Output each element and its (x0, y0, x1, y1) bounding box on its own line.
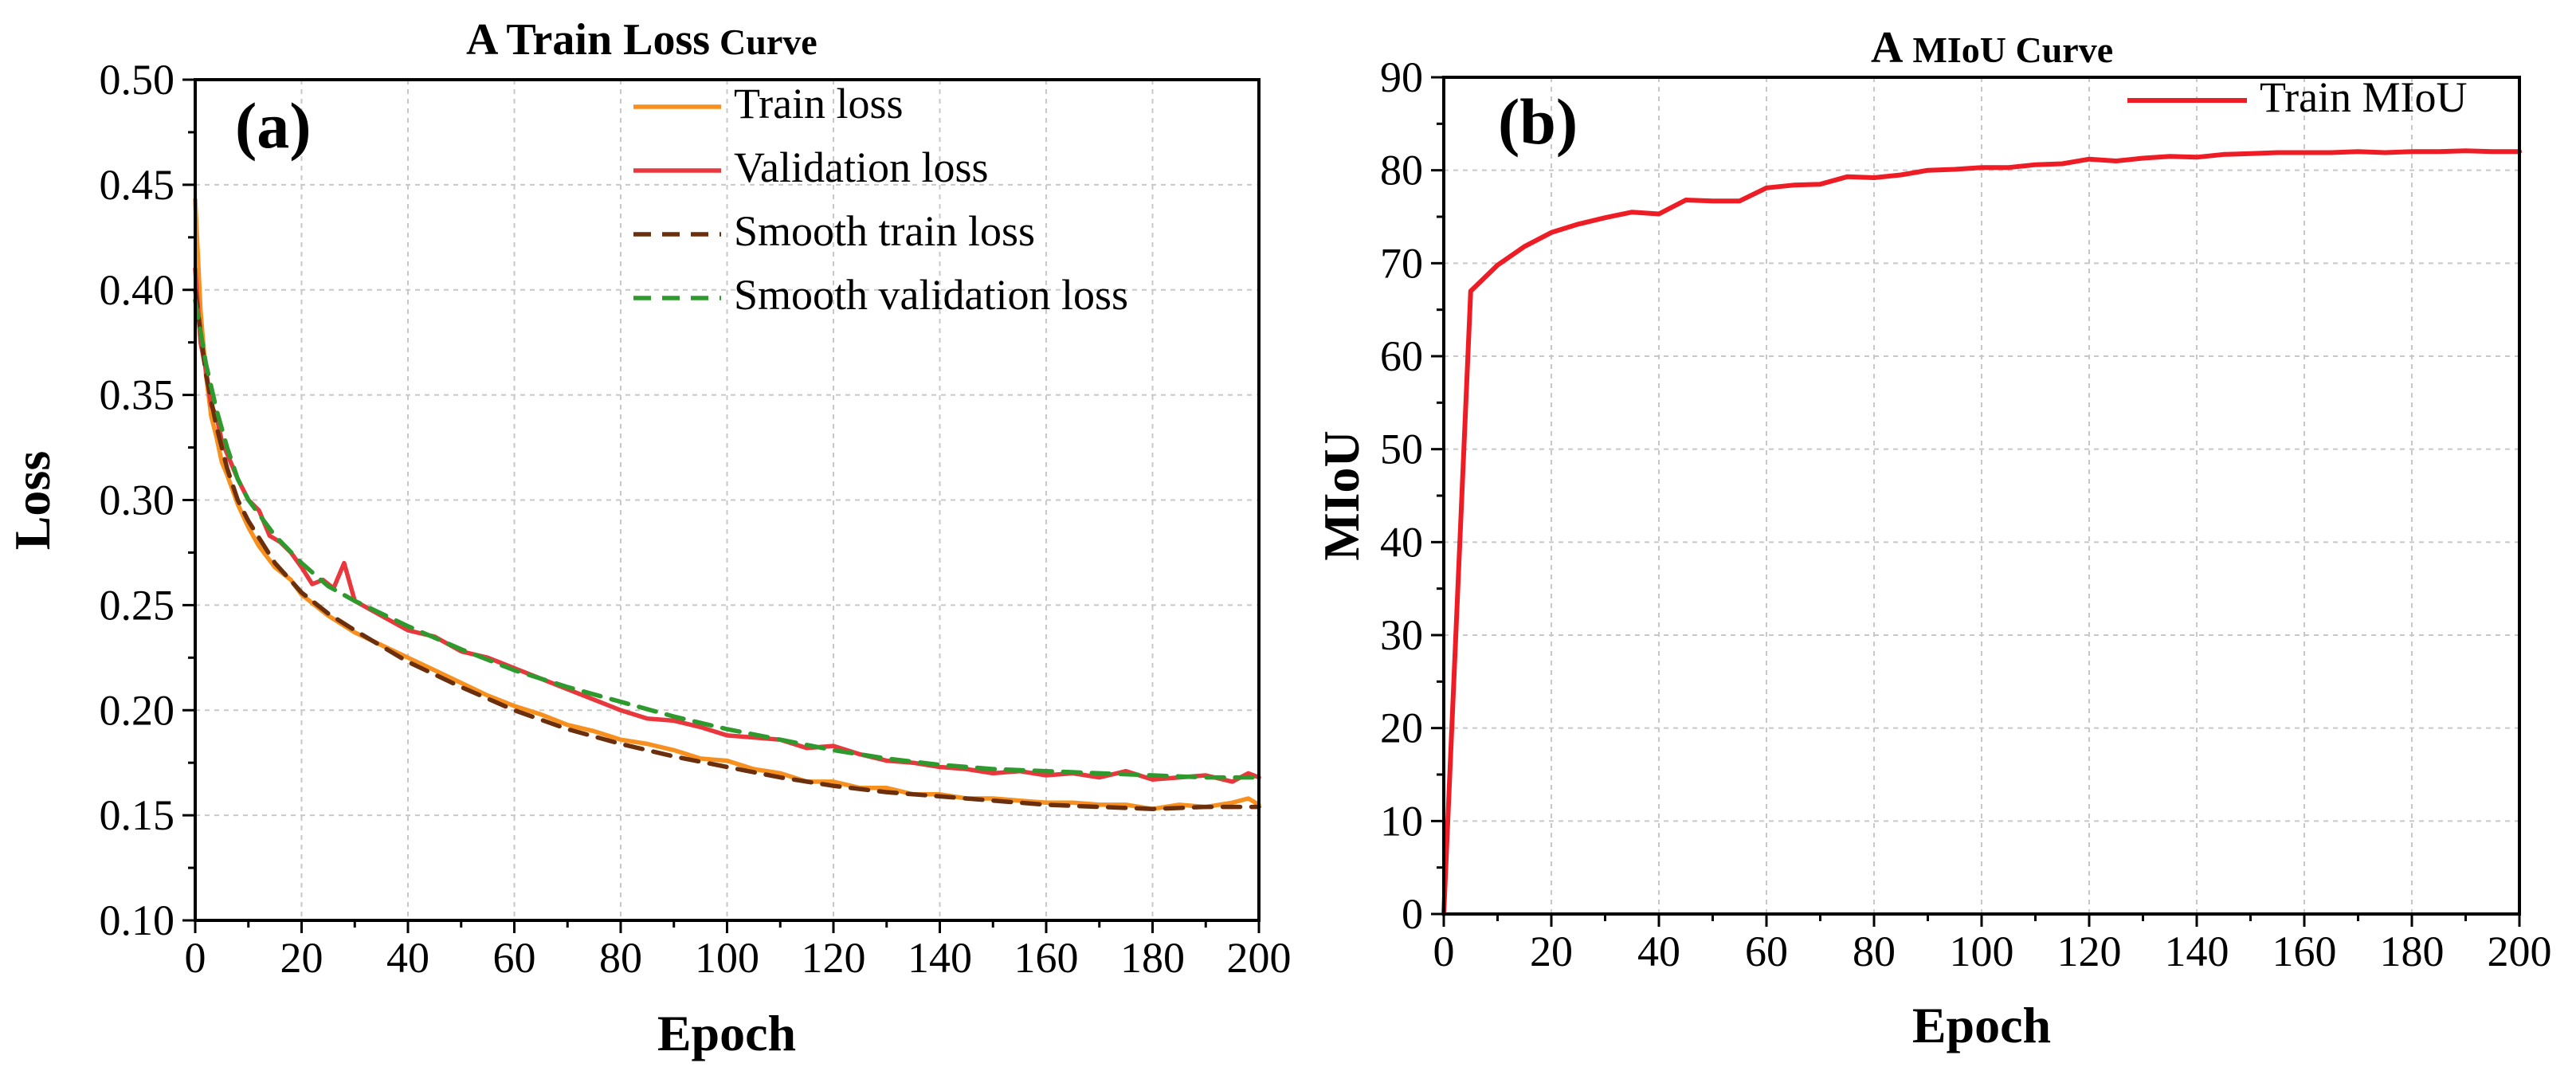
miou-y-tick-label: 20 (1380, 704, 1423, 752)
smooth-validation-loss-legend-label: Smooth validation loss (734, 271, 1128, 319)
miou-y-axis-label: MIoU (1313, 430, 1370, 561)
miou-chart-title-main: A (1871, 23, 1904, 73)
loss-x-tick-label: 20 (280, 934, 323, 982)
miou-chart-ticks: 0 20 40 60 80 100 120 140 160 180 200 0 10 20 30 40 50 60… (1380, 53, 2552, 975)
train-loss-line (193, 197, 1261, 811)
loss-chart-panel: A Train Loss Curve 0 20 40 60 80 100 120 140 160 1… (4, 15, 1292, 1061)
loss-y-tick-label: 0.25 (100, 581, 175, 629)
loss-y-tick-label: 0.35 (100, 371, 175, 419)
loss-chart-title-suffix: Curve (719, 22, 817, 62)
loss-x-tick-label: 200 (1227, 934, 1292, 982)
loss-chart-grid (195, 80, 1259, 920)
loss-x-tick-label: 80 (599, 934, 642, 982)
miou-panel-tag: (b) (1498, 85, 1578, 158)
validation-loss-line (193, 266, 1261, 784)
miou-y-tick-label: 60 (1380, 332, 1423, 380)
loss-x-tick-label: 180 (1120, 934, 1185, 982)
smooth-validation-loss-line (193, 298, 1261, 780)
loss-panel-tag: (a) (235, 89, 312, 162)
loss-y-tick-label: 0.15 (100, 791, 175, 839)
miou-y-tick-label: 10 (1380, 797, 1423, 845)
miou-y-tick-label: 90 (1380, 53, 1423, 101)
loss-x-tick-label: 140 (908, 934, 972, 982)
miou-x-tick-label: 40 (1637, 928, 1680, 975)
loss-x-axis-label: Epoch (657, 1005, 796, 1061)
loss-y-tick-label: 0.50 (100, 56, 175, 104)
miou-chart-title-suffix: MIoU Curve (1912, 29, 2113, 70)
smooth-train-loss-line (193, 287, 1261, 811)
miou-x-axis-label: Epoch (1912, 997, 2051, 1053)
miou-y-tick-label: 80 (1380, 147, 1423, 194)
validation-loss-legend-label: Validation loss (734, 143, 989, 191)
loss-chart-title: A Train Loss Curve (466, 15, 817, 65)
miou-x-tick-label: 140 (2165, 928, 2229, 975)
miou-y-tick-label: 30 (1380, 611, 1423, 659)
loss-x-tick-label: 100 (695, 934, 759, 982)
loss-x-tick-label: 160 (1014, 934, 1079, 982)
miou-x-tick-label: 180 (2380, 928, 2445, 975)
miou-y-tick-label: 50 (1380, 426, 1423, 473)
miou-chart-legend: Train MIoU (2127, 73, 2468, 121)
loss-y-tick-label: 0.30 (100, 477, 175, 524)
miou-chart-panel: A MIoU Curve 0 20 40 60 80 100 120 140 160 180 2000… (1313, 23, 2552, 1053)
loss-chart-title-main: A Train Loss (466, 15, 710, 65)
loss-x-tick-label: 60 (493, 934, 536, 982)
miou-y-tick-label: 0 (1402, 890, 1423, 938)
train-loss-legend-label: Train loss (734, 80, 904, 127)
miou-x-tick-label: 100 (1950, 928, 2014, 975)
loss-chart-ticks: 0 20 40 60 80 100 120 140 160 180 200 0.10 0.15 0.20 0… (100, 56, 1292, 982)
train-miou-line (1441, 148, 2522, 916)
miou-x-tick-label: 60 (1745, 928, 1788, 975)
loss-y-tick-label: 0.10 (100, 896, 175, 944)
miou-chart-title: A MIoU Curve (1871, 23, 2113, 73)
loss-x-tick-label: 120 (802, 934, 866, 982)
loss-chart-legend: Train loss Validation loss Smooth train lo… (633, 80, 1128, 319)
miou-x-tick-label: 80 (1853, 928, 1896, 975)
loss-x-tick-label: 0 (185, 934, 206, 982)
loss-y-tick-label: 0.20 (100, 686, 175, 734)
train-miou-legend-label: Train MIoU (2260, 73, 2468, 121)
miou-y-tick-label: 70 (1380, 239, 1423, 287)
miou-x-tick-label: 160 (2272, 928, 2337, 975)
miou-chart-grid (1444, 77, 2519, 914)
smooth-train-loss-legend-label: Smooth train loss (734, 207, 1035, 255)
miou-y-tick-label: 40 (1380, 518, 1423, 566)
miou-x-tick-label: 0 (1433, 928, 1455, 975)
miou-x-tick-label: 20 (1530, 928, 1573, 975)
loss-y-tick-label: 0.45 (100, 161, 175, 209)
miou-chart-series (1441, 148, 2522, 916)
miou-x-tick-label: 120 (2057, 928, 2122, 975)
loss-y-tick-label: 0.40 (100, 266, 175, 314)
loss-x-tick-label: 40 (386, 934, 429, 982)
loss-chart-series (193, 197, 1261, 811)
miou-x-tick-label: 200 (2488, 928, 2552, 975)
loss-y-axis-label: Loss (4, 451, 61, 551)
